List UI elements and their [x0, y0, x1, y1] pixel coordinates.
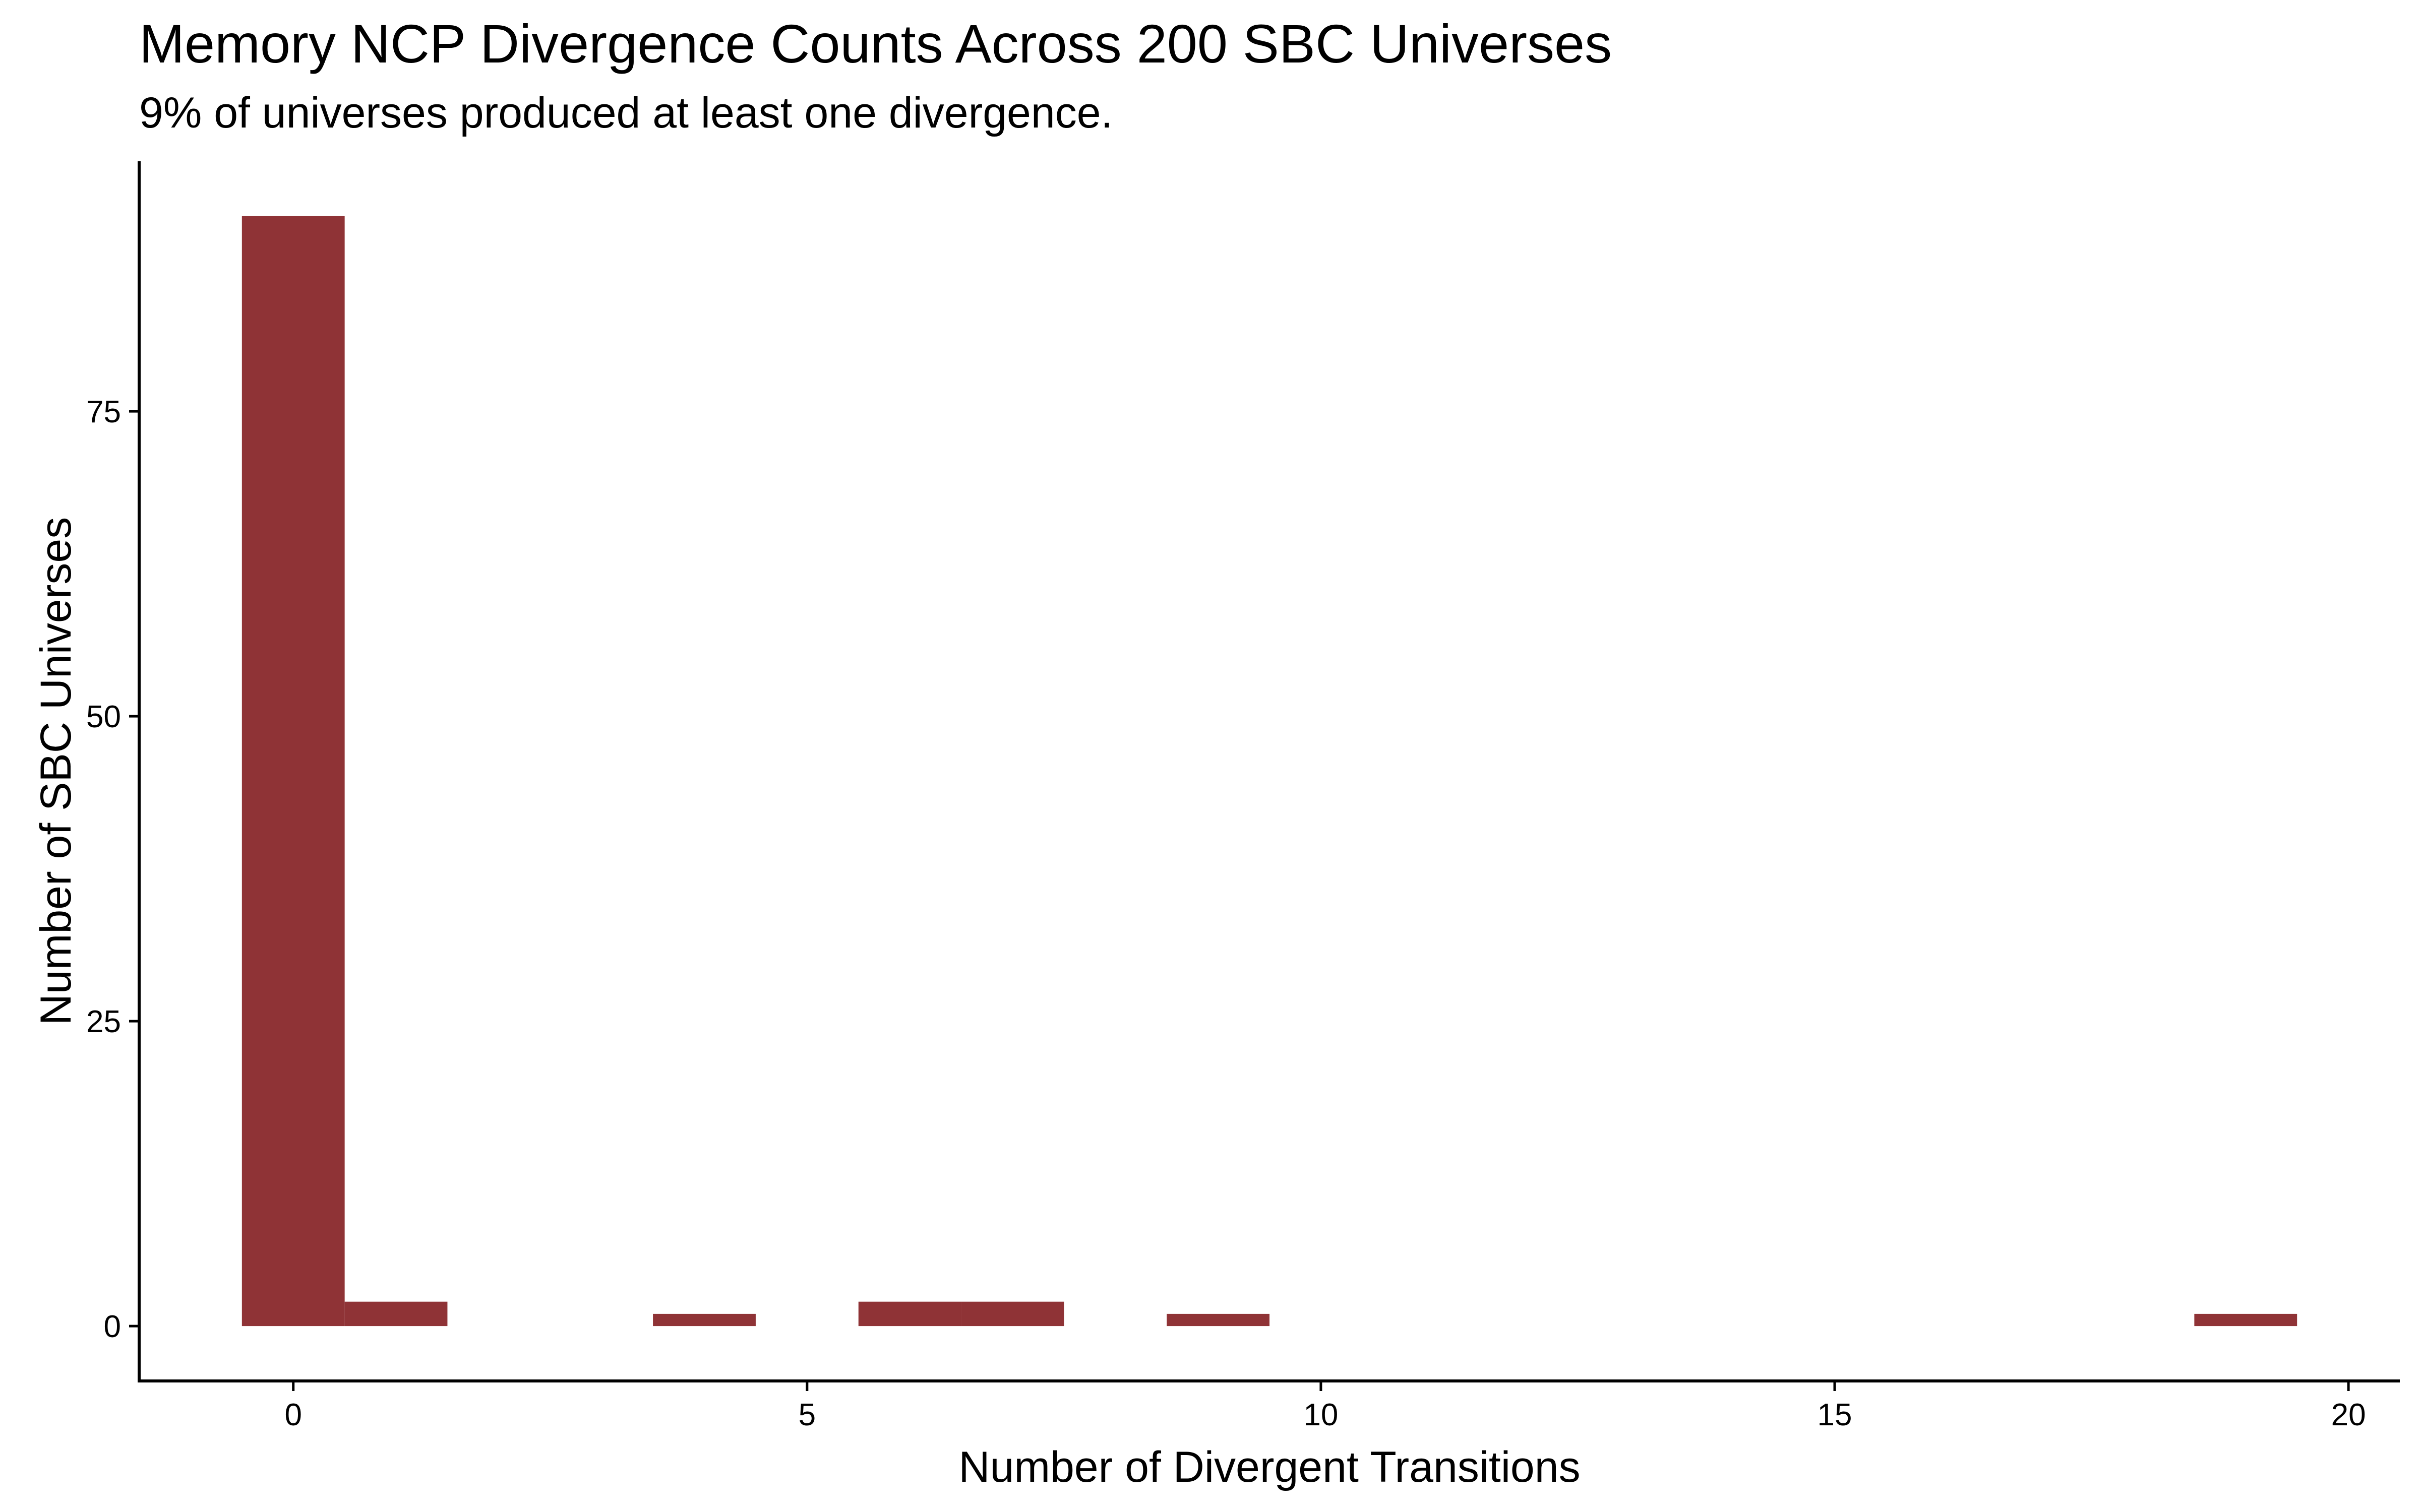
- y-axis-title: Number of SBC Universes: [32, 517, 80, 1025]
- histogram-bar: [344, 1301, 448, 1327]
- histogram-bar: [1167, 1313, 1269, 1327]
- x-tick-label: 5: [799, 1398, 816, 1432]
- x-tick-label: 20: [2331, 1398, 2366, 1432]
- x-axis-title: Number of Divergent Transitions: [958, 1443, 1580, 1491]
- x-ticks-group: 0 5 10 15 20: [284, 1381, 2366, 1432]
- y-tick-label: 25: [86, 1004, 121, 1039]
- histogram-bar: [858, 1301, 961, 1327]
- bars-group: [241, 216, 2297, 1327]
- y-ticks-group: 0 25 50 75: [86, 395, 139, 1344]
- histogram-bar: [653, 1313, 756, 1327]
- y-tick-label: 0: [104, 1309, 121, 1344]
- y-tick-label: 50: [86, 700, 121, 734]
- histogram-bar: [241, 216, 345, 1327]
- x-tick-label: 15: [1818, 1398, 1852, 1432]
- y-tick-label: 75: [86, 395, 121, 429]
- chart-subtitle: 9% of universes produced at least one di…: [139, 89, 1113, 137]
- histogram-bar: [2194, 1313, 2297, 1327]
- x-tick-label: 0: [284, 1398, 301, 1432]
- x-tick-label: 10: [1303, 1398, 1338, 1432]
- histogram-bar: [961, 1301, 1064, 1327]
- chart-title: Memory NCP Divergence Counts Across 200 …: [139, 13, 1612, 74]
